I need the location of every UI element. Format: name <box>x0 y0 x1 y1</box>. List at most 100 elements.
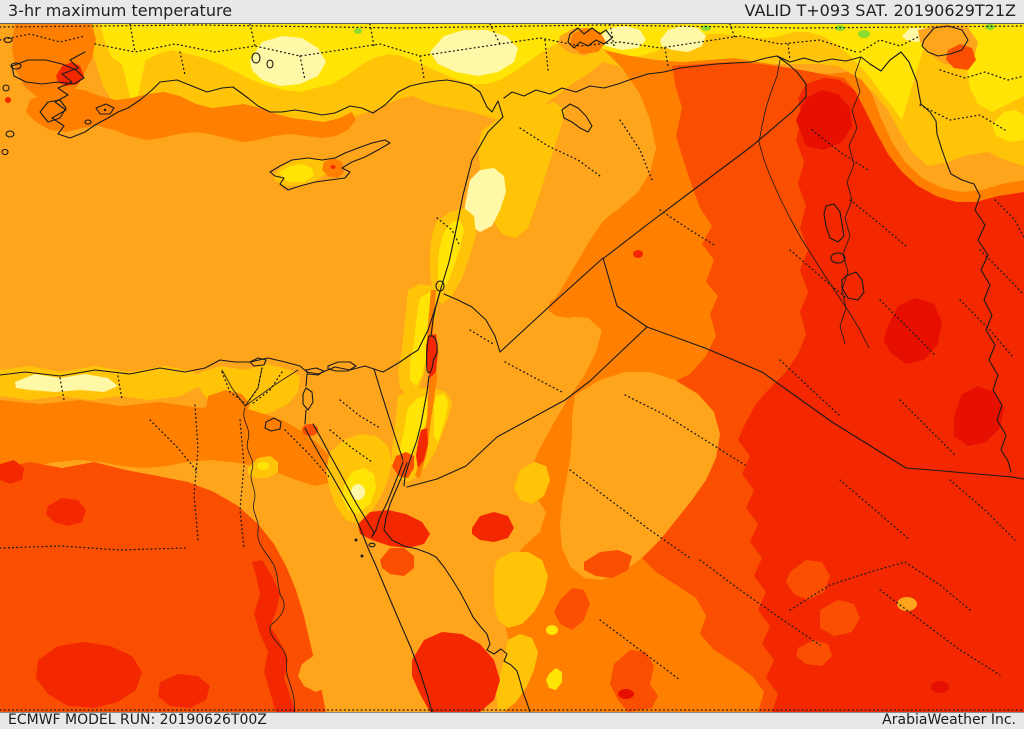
lake-habbaniyah <box>830 252 846 264</box>
contour-region <box>354 28 362 34</box>
dotted-boundary <box>789 129 937 357</box>
island-outline <box>84 119 92 125</box>
sea-of-galilee <box>435 280 445 292</box>
contour-region <box>985 24 995 30</box>
contour-region <box>358 510 430 548</box>
sinai-coastline <box>312 423 404 538</box>
turkish-lake-outline <box>251 52 261 64</box>
contour-region <box>46 498 86 526</box>
contour-region <box>252 560 296 712</box>
bitter-lakes-suez-canal <box>302 373 314 425</box>
country-borders <box>373 51 1024 488</box>
contour-region <box>820 600 860 636</box>
contour-region <box>0 460 24 484</box>
contour-region <box>5 97 11 103</box>
israel-egypt-border <box>373 368 404 461</box>
levant-coastline <box>373 116 504 373</box>
contour-region <box>298 654 336 692</box>
contour-region <box>786 560 830 600</box>
lake-tharthar <box>823 203 845 243</box>
dotted-boundary <box>149 404 331 549</box>
contour-region <box>412 632 500 712</box>
contour-region <box>351 484 365 500</box>
coastlines <box>0 36 531 712</box>
contour-region <box>15 374 118 392</box>
contour-region <box>560 372 720 580</box>
island-outline <box>3 36 13 44</box>
island-outline <box>368 542 376 548</box>
contour-region <box>554 588 590 630</box>
island-outline <box>39 99 67 123</box>
contour-region <box>946 44 976 70</box>
aegean-coastline <box>51 51 161 139</box>
syria-border-drop <box>776 55 807 98</box>
jordan-saudi-border <box>406 326 648 488</box>
contour-region <box>796 640 832 666</box>
contour-region <box>26 88 356 142</box>
island-outline <box>1 148 9 156</box>
dotted-boundary <box>569 394 821 646</box>
contour-region <box>660 26 706 52</box>
syria-iraq-border <box>603 96 807 259</box>
island-outline <box>95 103 115 115</box>
egypt-north-coastline <box>0 357 375 377</box>
lake-razazah <box>841 271 865 301</box>
header-bar: 3-hr maximum temperature VALID T+093 SAT… <box>0 0 1024 24</box>
island-outline <box>5 130 15 138</box>
contour-region <box>158 674 210 708</box>
contour-fills <box>0 24 1024 712</box>
contour-region <box>434 394 448 442</box>
euphrates-river <box>758 59 870 349</box>
bardawil-lagoon-outline <box>327 361 357 372</box>
contour-region <box>858 30 870 38</box>
saudi-iraq-border <box>646 326 1024 480</box>
contour-region <box>618 689 634 699</box>
contour-region <box>546 668 562 690</box>
island-dot <box>354 538 358 542</box>
lake-assad <box>561 103 593 133</box>
contour-region <box>584 550 632 578</box>
contour-region <box>257 462 269 470</box>
contour-region <box>302 424 318 436</box>
footer-bar: ECMWF MODEL RUN: 20190626T00Z ArabiaWeat… <box>0 712 1024 729</box>
nile-river <box>243 407 295 712</box>
contour-region <box>633 250 643 258</box>
contour-region <box>701 25 711 31</box>
contour-region <box>954 386 1004 446</box>
nile-delta-branch <box>244 369 299 407</box>
ataturk-reservoir <box>567 27 613 49</box>
island-dot <box>360 554 364 558</box>
dotted-boundary <box>519 119 717 247</box>
contour-region <box>392 452 414 478</box>
contour-region <box>426 334 438 378</box>
tigris-river <box>839 56 862 345</box>
lakes <box>251 25 969 432</box>
valid-time-label: VALID T+093 SAT. 20190629T21Z <box>744 1 1016 20</box>
contour-region <box>931 681 949 693</box>
jordan-valley-border <box>403 291 441 487</box>
island-outline <box>2 84 10 92</box>
jordan-iraq-border <box>499 257 604 353</box>
dotted-boundary <box>179 39 791 81</box>
admin-boundaries-dotted <box>0 24 1024 711</box>
contour-region <box>897 597 917 611</box>
manzala-lagoon-outline <box>305 367 325 376</box>
dotted-boundary <box>979 199 1024 296</box>
contour-region <box>796 90 852 150</box>
contour-region <box>36 642 142 708</box>
contour-region <box>992 110 1024 142</box>
contour-region <box>330 165 336 169</box>
page-title: 3-hr maximum temperature <box>8 1 233 20</box>
brand-label: ArabiaWeather Inc. <box>882 712 1016 728</box>
island-outline <box>10 62 22 70</box>
contour-region <box>514 462 550 504</box>
gulf-of-aqaba-east-coast <box>383 462 531 712</box>
contour-region <box>598 26 646 50</box>
burullus-lagoon-outline <box>249 357 267 367</box>
dotted-boundary <box>859 35 1024 81</box>
cyprus-outline <box>269 139 391 191</box>
contour-region <box>398 396 430 470</box>
dead-sea <box>426 335 438 374</box>
iran-iraq-border <box>908 61 1012 473</box>
